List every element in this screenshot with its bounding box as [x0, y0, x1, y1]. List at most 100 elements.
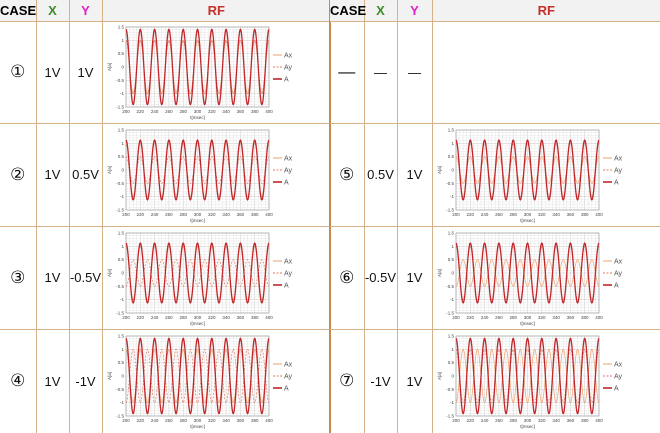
- chart-grid: [125, 232, 269, 313]
- x-tick-label: 200: [122, 418, 130, 423]
- y-tick-label: -1: [119, 297, 123, 302]
- series-ax-line: [455, 155, 599, 184]
- y-axis-label: A[a]: [437, 372, 442, 380]
- legend-label: Ax: [614, 362, 623, 369]
- chart-legend: Ax Ay A: [602, 155, 623, 186]
- x-tick-label: 280: [179, 418, 187, 423]
- plot-frame: [455, 232, 599, 313]
- x-tick-label: 300: [193, 212, 201, 217]
- rf-chart-cell-empty: [432, 21, 660, 123]
- y-tick-label: -1.5: [116, 105, 124, 110]
- case-number: ⑤: [330, 122, 365, 226]
- y-tick-label: -1: [449, 400, 453, 405]
- y-value: 1V: [397, 122, 433, 226]
- x-tick-label: 280: [509, 418, 517, 423]
- case-row-6: ⑥ -0.5V 1V 1.5 1 0.5 0 -0.5 -1 -1.5 200 220 240 26…: [330, 225, 660, 329]
- legend-label: A: [284, 386, 289, 393]
- series-ax-line: [455, 258, 599, 287]
- x-tick-label: 380: [580, 212, 588, 217]
- x-tick-label: 240: [150, 212, 158, 217]
- legend-label: Ay: [284, 65, 293, 72]
- x-tick-label: 280: [179, 109, 187, 114]
- series-a-line: [125, 138, 269, 201]
- y-tick-label: 1.5: [447, 127, 454, 132]
- x-tick-label: 240: [480, 418, 488, 423]
- rf-chart-cell: 1.5 1 0.5 0 -0.5 -1 -1.5 200 220 240 260 280 300 320 3…: [432, 328, 660, 433]
- case-row-1: ① 1V 1V 1.5 1 0.5 0 -0.5 -1 -1.5 200 220 240 260 28…: [0, 21, 330, 123]
- legend-label: A: [284, 282, 289, 289]
- x-tick-label: 260: [165, 212, 173, 217]
- x-tick-label: 280: [509, 315, 517, 320]
- series-a-line: [125, 241, 269, 304]
- legend-label: Ax: [614, 155, 623, 162]
- y-tick-label: 0.5: [447, 154, 454, 159]
- case-number: ①: [0, 21, 37, 123]
- chart-legend: Ax Ay A: [602, 362, 623, 393]
- plot-frame: [125, 26, 269, 108]
- x-tick-label: 200: [122, 315, 130, 320]
- y-tick-label: 1: [121, 347, 124, 352]
- x-tick-label: 400: [265, 418, 273, 423]
- x-axis-label: t[msec]: [520, 218, 535, 223]
- y-axis-label: A[a]: [107, 63, 112, 71]
- legend-label: Ax: [614, 258, 623, 265]
- y-tick-label: -1.5: [446, 414, 454, 419]
- y-tick-label: 0.5: [117, 51, 124, 56]
- y-axis-label: A[a]: [107, 268, 112, 276]
- y-tick-label: 1: [451, 347, 454, 352]
- x-tick-label: 340: [552, 212, 560, 217]
- x-tick-label: 260: [495, 418, 503, 423]
- case-number: ④: [0, 328, 37, 433]
- x-value: -1V: [364, 328, 398, 433]
- legend-label: Ay: [614, 167, 623, 174]
- x-tick-label: 400: [595, 418, 603, 423]
- x-value: —: [364, 21, 398, 123]
- y-tick-label: 0: [451, 270, 454, 275]
- y-value: —: [397, 21, 433, 123]
- y-value: 1V: [397, 225, 433, 329]
- y-value: 0.5V: [69, 122, 103, 226]
- x-tick-label: 320: [208, 212, 216, 217]
- chart-grid: [125, 129, 269, 210]
- case-header: CASE: [330, 0, 366, 22]
- y-tick-label: 0: [121, 270, 124, 275]
- y-tick-label: 0.5: [447, 257, 454, 262]
- x-tick-label: 300: [193, 418, 201, 423]
- y-tick-label: -1.5: [446, 207, 454, 212]
- x-axis-label: t[msec]: [190, 218, 205, 223]
- rf-chart-cell: 1.5 1 0.5 0 -0.5 -1 -1.5 200 220 240 260 280 300 320 3…: [102, 328, 330, 433]
- rf-chart-cell: 1.5 1 0.5 0 -0.5 -1 -1.5 200 220 240 260 280 300 320 3…: [102, 225, 330, 329]
- y-tick-label: -1.5: [116, 310, 124, 315]
- x-tick-label: 260: [495, 315, 503, 320]
- x-tick-label: 200: [122, 109, 130, 114]
- plot-frame: [125, 335, 269, 417]
- x-axis-label: t[msec]: [190, 115, 205, 120]
- chart-legend: Ax Ay A: [272, 53, 293, 84]
- x-tick-label: 240: [150, 418, 158, 423]
- series-a-line: [125, 337, 269, 415]
- chart-grid: [455, 336, 599, 417]
- y-axis-label: A[a]: [437, 268, 442, 276]
- legend-label: A: [614, 386, 619, 393]
- x-tick-label: 220: [136, 212, 144, 217]
- y-tick-label: -1: [119, 194, 123, 199]
- y-tick-label: 0.5: [117, 257, 124, 262]
- case-header: CASE: [0, 0, 37, 22]
- y-axis-label: A[a]: [107, 165, 112, 173]
- legend-label: Ay: [614, 270, 623, 277]
- chart-legend: Ax Ay A: [272, 155, 292, 186]
- y-tick-label: 1: [121, 38, 124, 43]
- x-tick-label: 360: [566, 315, 574, 320]
- x-value: 1V: [36, 328, 70, 433]
- legend-label: Ay: [284, 374, 293, 381]
- x-tick-label: 360: [236, 109, 244, 114]
- x-tick-label: 260: [165, 109, 173, 114]
- y-tick-label: -0.5: [446, 283, 454, 288]
- y-tick-label: 0.5: [117, 360, 124, 365]
- chart-legend: Ax Ay A: [602, 258, 623, 289]
- case-number: ③: [0, 225, 37, 329]
- y-tick-label: 1: [451, 140, 454, 145]
- x-tick-label: 340: [222, 212, 230, 217]
